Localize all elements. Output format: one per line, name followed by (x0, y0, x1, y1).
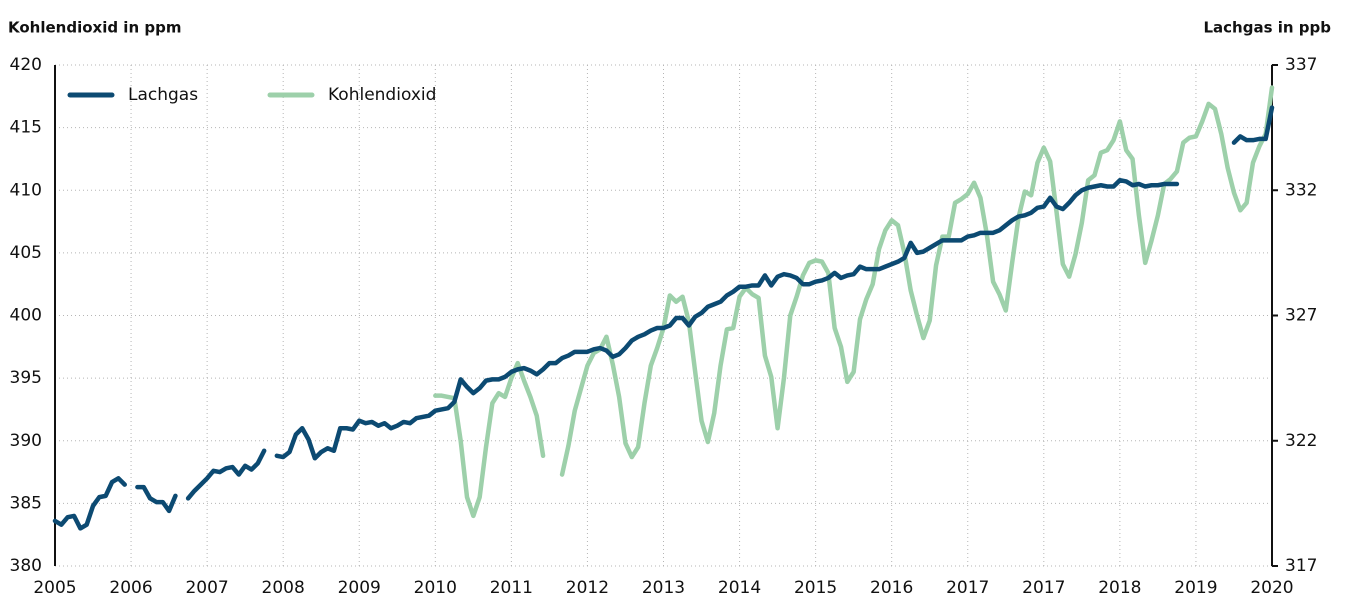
x-tick-label: 2009 (338, 578, 381, 598)
legend-label: Kohlendioxid (328, 85, 436, 105)
x-tick-label: 2008 (262, 578, 305, 598)
x-tick-label: 2011 (490, 578, 533, 598)
y-tick-label: 390 (10, 431, 42, 451)
x-tick-label: 2016 (870, 578, 913, 598)
x-tick-label: 2018 (1098, 578, 1141, 598)
x-tick-label: 2014 (718, 578, 761, 598)
x-tick-label: 2015 (794, 578, 837, 598)
y-tick-label: 385 (10, 493, 42, 513)
x-tick-label: 2007 (185, 578, 228, 598)
y2-tick-label: 332 (1285, 180, 1317, 200)
y-axis-title: Kohlendioxid in ppm (8, 19, 181, 37)
x-tick-label: 2006 (109, 578, 152, 598)
x-tick-label: 2020 (1250, 578, 1293, 598)
x-tick-label: 2017 (1022, 578, 1065, 598)
x-tick-label: 2017 (946, 578, 989, 598)
y2-axis-title: Lachgas in ppb (1203, 19, 1331, 37)
y2-tick-label: 327 (1285, 306, 1317, 326)
y2-tick-label: 337 (1285, 55, 1317, 75)
y-tick-label: 395 (10, 368, 42, 388)
legend-label: Lachgas (128, 85, 198, 105)
x-tick-label: 2010 (414, 578, 457, 598)
y-tick-label: 400 (10, 306, 42, 326)
x-tick-label: 2019 (1174, 578, 1217, 598)
y-tick-label: 410 (10, 180, 42, 200)
x-tick-label: 2013 (642, 578, 685, 598)
y-tick-label: 405 (10, 243, 42, 263)
series-line (433, 85, 1275, 519)
y2-tick-label: 322 (1285, 431, 1317, 451)
series-line (52, 105, 1275, 531)
y2-tick-label: 317 (1285, 556, 1317, 576)
x-tick-label: 2012 (566, 578, 609, 598)
y-tick-label: 420 (10, 55, 42, 75)
y-tick-label: 415 (10, 118, 42, 138)
y-tick-label: 380 (10, 556, 42, 576)
x-tick-label: 2005 (33, 578, 76, 598)
